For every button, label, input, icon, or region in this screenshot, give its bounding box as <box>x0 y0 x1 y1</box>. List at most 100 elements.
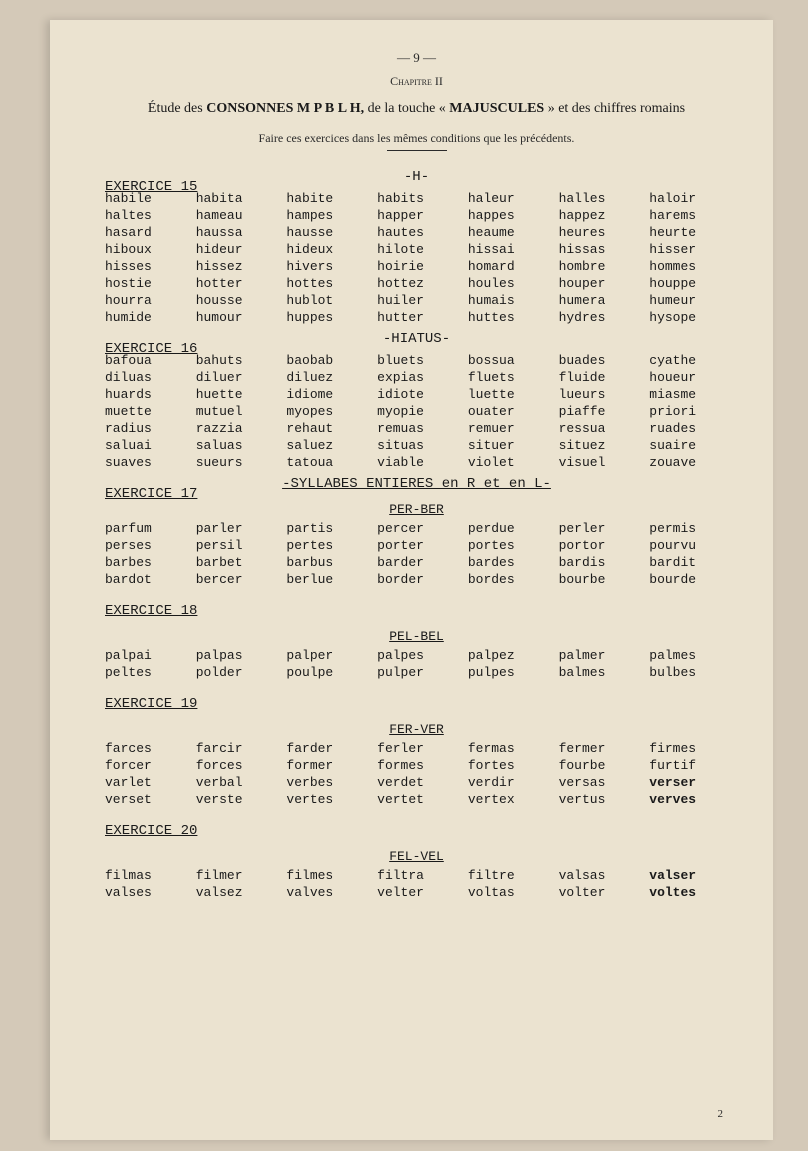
word-cell: fourbe <box>559 758 638 773</box>
word-cell: hideur <box>196 242 275 257</box>
word-cell: berlue <box>286 572 365 587</box>
word-cell: diluer <box>196 370 275 385</box>
heading-bold1: CONSONNES M P B L H, <box>206 101 364 116</box>
word-cell: rehaut <box>286 421 365 436</box>
word-cell: harems <box>649 208 728 223</box>
word-cell: mutuel <box>196 404 275 419</box>
exercise-16-marker: -HIATUS- <box>105 331 728 347</box>
word-cell: happez <box>559 208 638 223</box>
word-cell: haloir <box>649 191 728 206</box>
word-cell: humera <box>559 293 638 308</box>
word-cell: velter <box>377 885 456 900</box>
exercise-20-label: EXERCICE 20 <box>105 823 197 839</box>
word-cell: bossua <box>468 353 547 368</box>
word-cell: heaume <box>468 225 547 240</box>
instruction-underline <box>387 150 447 151</box>
heading-mid: de la touche « <box>364 101 449 116</box>
word-cell: lueurs <box>559 387 638 402</box>
word-cell: palpai <box>105 648 184 663</box>
word-cell: verset <box>105 792 184 807</box>
word-cell: houper <box>559 276 638 291</box>
word-cell: expias <box>377 370 456 385</box>
word-cell: bardes <box>468 555 547 570</box>
word-cell: bourde <box>649 572 728 587</box>
word-cell: palpas <box>196 648 275 663</box>
footer-mark: 2 <box>718 1108 724 1120</box>
word-cell: hasard <box>105 225 184 240</box>
word-cell: pourvu <box>649 538 728 553</box>
word-cell: haleur <box>468 191 547 206</box>
exercise-18-grid: palpaipalpaspalperpalpespalpezpalmerpalm… <box>105 648 728 680</box>
word-cell: portor <box>559 538 638 553</box>
word-cell: filmes <box>286 868 365 883</box>
exercise-20-header: EXERCICE 20 <box>105 813 728 845</box>
word-cell: remuas <box>377 421 456 436</box>
word-cell: huttes <box>468 310 547 325</box>
word-cell: partis <box>286 521 365 536</box>
word-cell: housse <box>196 293 275 308</box>
word-cell: former <box>286 758 365 773</box>
word-cell: vertes <box>286 792 365 807</box>
exercise-18-label: EXERCICE 18 <box>105 603 197 619</box>
word-cell: hoirie <box>377 259 456 274</box>
word-cell: bourbe <box>559 572 638 587</box>
word-cell: hideux <box>286 242 365 257</box>
word-cell: pulper <box>377 665 456 680</box>
word-cell: happer <box>377 208 456 223</box>
word-cell: baobab <box>286 353 365 368</box>
word-cell: bulbes <box>649 665 728 680</box>
word-cell: formes <box>377 758 456 773</box>
word-cell: parler <box>196 521 275 536</box>
word-cell: hausse <box>286 225 365 240</box>
word-cell: hutter <box>377 310 456 325</box>
word-cell: firmes <box>649 741 728 756</box>
word-cell: saluez <box>286 438 365 453</box>
word-cell: ressua <box>559 421 638 436</box>
word-cell: habita <box>196 191 275 206</box>
heading-suffix: » et des chiffres romains <box>544 101 685 116</box>
word-cell: vertet <box>377 792 456 807</box>
exercise-17-marker: -SYLLABES ENTIERES en R et en L- <box>105 476 728 492</box>
word-cell: viable <box>377 455 456 470</box>
word-cell: hilote <box>377 242 456 257</box>
word-cell: fluide <box>559 370 638 385</box>
word-cell: valves <box>286 885 365 900</box>
word-cell: tatoua <box>286 455 365 470</box>
word-cell: humour <box>196 310 275 325</box>
word-cell: verste <box>196 792 275 807</box>
word-cell: filmas <box>105 868 184 883</box>
word-cell: peltes <box>105 665 184 680</box>
word-cell: palmes <box>649 648 728 663</box>
word-cell: barder <box>377 555 456 570</box>
word-cell: verdet <box>377 775 456 790</box>
word-cell: vertex <box>468 792 547 807</box>
word-cell: farder <box>286 741 365 756</box>
word-cell: diluas <box>105 370 184 385</box>
word-cell: parfum <box>105 521 184 536</box>
word-cell: remuer <box>468 421 547 436</box>
word-cell: homard <box>468 259 547 274</box>
word-cell: heurte <box>649 225 728 240</box>
exercise-18-header: EXERCICE 18 <box>105 593 728 625</box>
chapter-title: Chapitre II <box>105 74 728 89</box>
word-cell: visuel <box>559 455 638 470</box>
word-cell: palper <box>286 648 365 663</box>
word-cell: portes <box>468 538 547 553</box>
word-cell: halles <box>559 191 638 206</box>
word-cell: verbal <box>196 775 275 790</box>
word-cell: filtra <box>377 868 456 883</box>
word-cell: verbes <box>286 775 365 790</box>
word-cell: hublot <box>286 293 365 308</box>
word-cell: priori <box>649 404 728 419</box>
word-cell: bordes <box>468 572 547 587</box>
word-cell: porter <box>377 538 456 553</box>
page-number: — 9 — <box>105 50 728 66</box>
instruction-text: Faire ces exercices dans les mêmes condi… <box>105 131 728 146</box>
exercise-20-grid: filmasfilmerfilmesfiltrafiltrevalsasvals… <box>105 868 728 900</box>
word-cell: filmer <box>196 868 275 883</box>
word-cell: huppes <box>286 310 365 325</box>
word-cell: luette <box>468 387 547 402</box>
word-cell: hourra <box>105 293 184 308</box>
word-cell: situer <box>468 438 547 453</box>
word-cell: diluez <box>286 370 365 385</box>
